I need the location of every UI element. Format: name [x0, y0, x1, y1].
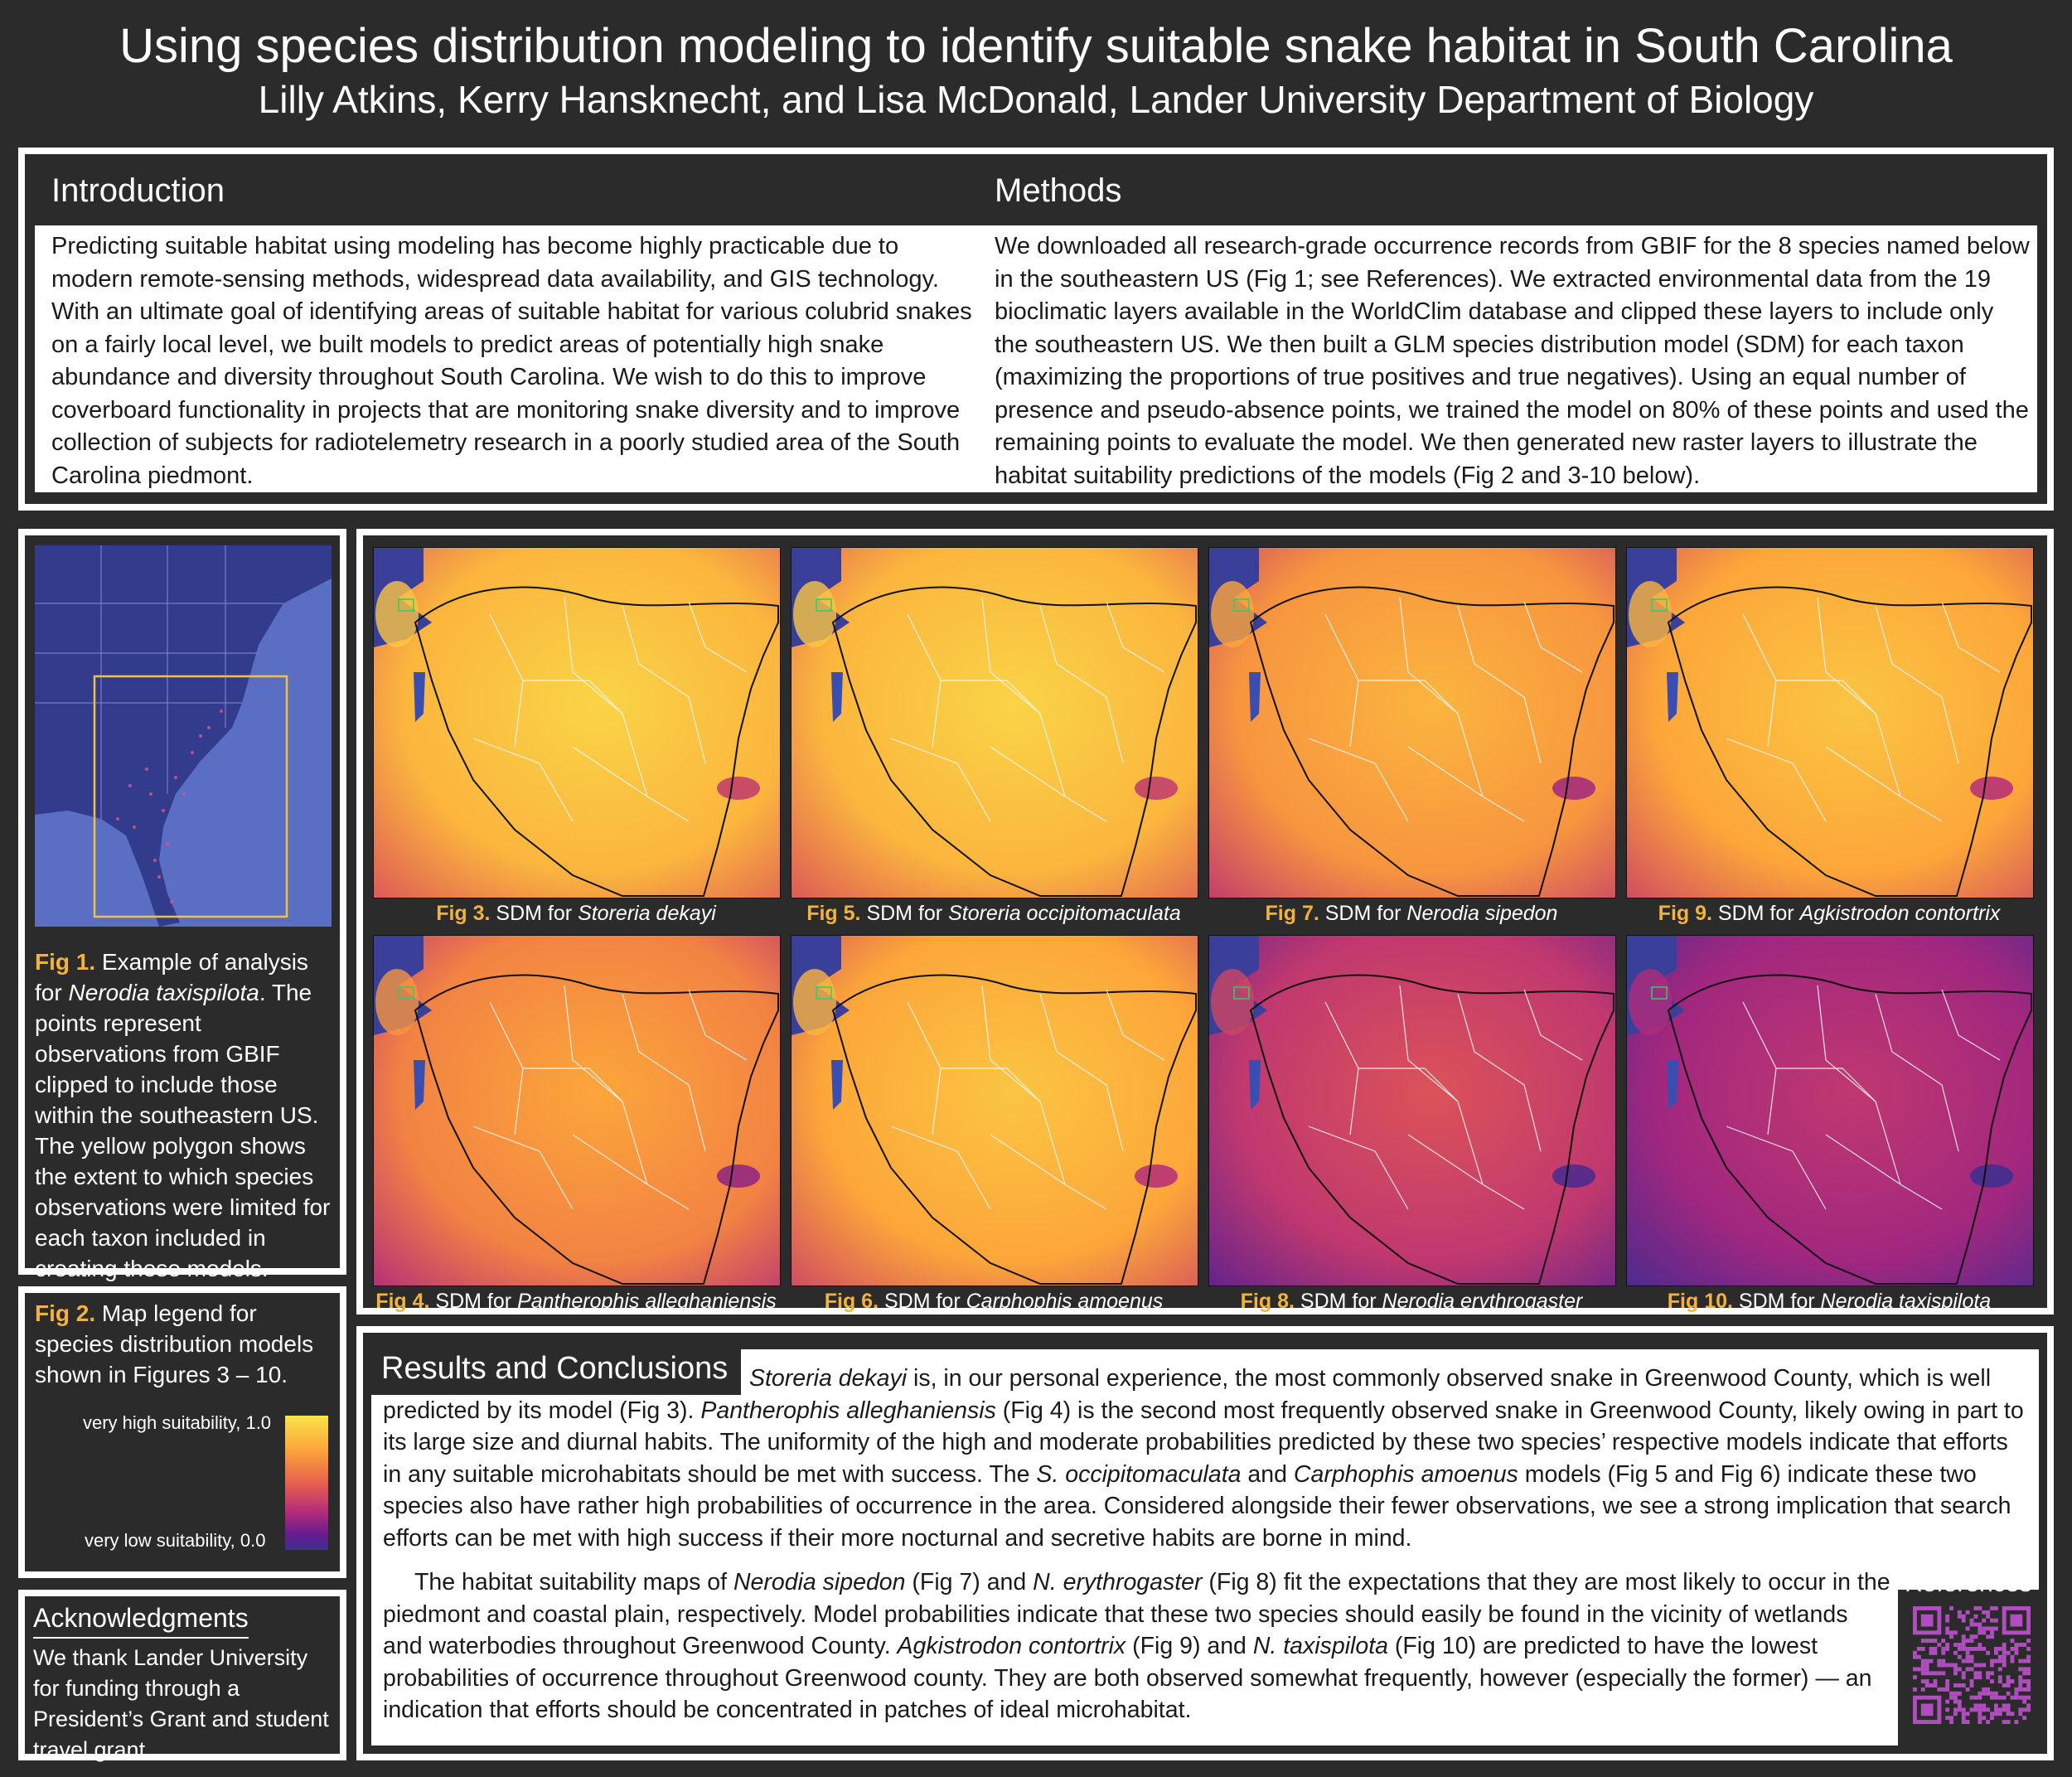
- map-caption-prefix: SDM for: [1711, 902, 1800, 925]
- fig1-map: [35, 545, 332, 927]
- maps-panel: Fig 3. SDM for Storeria dekayi Fig 5. SDM…: [356, 529, 2054, 1315]
- map-species-name: Agkistrodon contortrix: [1799, 902, 2001, 925]
- sdm-map-caption: Fig 10. SDM for Nerodia taxispilota: [1626, 1290, 2032, 1314]
- fig1-text-a: Example of analysis for: [35, 949, 308, 1005]
- map-caption-prefix: SDM for: [1319, 902, 1407, 925]
- fig1-caption: Fig 1. Example of analysis for Nerodia t…: [35, 947, 333, 1284]
- results-text-run: (Fig 8) fit the expectations that they a…: [383, 1569, 1890, 1659]
- fig2-label: Fig 2.: [35, 1300, 96, 1326]
- sdm-map: [1208, 547, 1616, 898]
- references-heading: References: [1905, 1570, 2032, 1597]
- map-fig-label: Fig 8.: [1240, 1290, 1295, 1313]
- map-fig-label: Fig 7.: [1265, 902, 1319, 925]
- results-white-lower: [371, 1590, 1898, 1746]
- map-caption-prefix: SDM for: [879, 1290, 966, 1313]
- map-fig-label: Fig 10.: [1667, 1290, 1733, 1313]
- sdm-map-caption: Fig 3. SDM for Storeria dekayi: [373, 902, 779, 926]
- sdm-map: [1626, 547, 2034, 898]
- results-text-run: models (Fig 5 and Fig 6) indicate these …: [383, 1460, 2011, 1552]
- sdm-map: [1626, 935, 2034, 1286]
- map-species-name: Pantherophis alleghaniensis: [517, 1290, 777, 1313]
- poster-title: Using species distribution modeling to i…: [119, 19, 1953, 73]
- map-species-name: Nerodia taxispilota: [1820, 1290, 1992, 1313]
- fig1-label: Fig 1.: [35, 949, 96, 975]
- results-text-run: Pantherophis alleghaniensis: [700, 1397, 996, 1424]
- map-caption-prefix: SDM for: [429, 1290, 518, 1313]
- legend-low-label: very low suitability, 0.0: [85, 1530, 266, 1551]
- acknowledgments-text: We thank Lander University for funding t…: [33, 1645, 329, 1762]
- sdm-map-caption: Fig 5. SDM for Storeria occipitomaculata: [791, 902, 1197, 926]
- sdm-map-caption: Fig 4. SDM for Pantherophis alleghaniens…: [373, 1290, 779, 1314]
- references-qr-code[interactable]: [1913, 1606, 2031, 1724]
- map-fig-label: Fig 9.: [1658, 902, 1712, 925]
- map-caption-prefix: SDM for: [490, 902, 579, 925]
- sdm-map-caption: Fig 7. SDM for Nerodia sipedon: [1208, 902, 1615, 926]
- sdm-map: [791, 935, 1198, 1286]
- results-text-run: (Fig 4) is the second most frequently ob…: [383, 1397, 2024, 1488]
- results-text-run: Carphophis amoenus: [1293, 1460, 1518, 1488]
- fig1-species: Nerodia taxispilota: [68, 980, 259, 1005]
- map-caption-prefix: SDM for: [1294, 1290, 1382, 1313]
- results-paragraph-2: The habitat suitability maps of Nerodia …: [383, 1566, 1891, 1726]
- map-fig-label: Fig 6.: [824, 1290, 879, 1313]
- intro-methods-white: [35, 225, 2037, 492]
- methods-text: We downloaded all research-grade occurre…: [995, 233, 2030, 489]
- results-paragraph-1: Storeria dekayi is, in our personal expe…: [383, 1363, 2032, 1554]
- poster-authors: Lilly Atkins, Kerry Hansknecht, and Lisa…: [258, 78, 1814, 121]
- map-fig-label: Fig 3.: [436, 902, 491, 925]
- map-fig-label: Fig 5.: [806, 902, 861, 925]
- fig1-panel: Fig 1. Example of analysis for Nerodia t…: [18, 529, 346, 1281]
- results-text-run: (Fig 9) and: [1126, 1633, 1253, 1659]
- results-text-run: (Fig 7) and: [905, 1569, 1034, 1595]
- results-text-run: S. occipitomaculata: [1036, 1460, 1242, 1488]
- results-heading: Results and Conclusions: [366, 1344, 742, 1395]
- map-species-name: Storeria dekayi: [578, 902, 716, 925]
- fig2-caption: Fig 2. Map legend for species distributi…: [35, 1298, 333, 1390]
- map-fig-label: Fig 4.: [375, 1290, 430, 1313]
- results-text-run: and: [1241, 1460, 1294, 1488]
- sdm-map: [791, 547, 1198, 898]
- sdm-map: [1208, 935, 1616, 1286]
- legend-color-bar: [285, 1416, 328, 1550]
- sdm-map: [373, 547, 781, 898]
- map-species-name: Nerodia erythrogaster: [1382, 1290, 1583, 1313]
- results-panel: Results and Conclusions Storeria dekayi …: [356, 1326, 2054, 1760]
- map-species-name: Nerodia sipedon: [1406, 902, 1558, 925]
- results-text-run: is, in our personal experience, the most…: [383, 1365, 1992, 1424]
- sdm-map-caption: Fig 8. SDM for Nerodia erythrogaster: [1208, 1290, 1615, 1314]
- acknowledgments-heading: Acknowledgments: [33, 1603, 249, 1639]
- results-text-run: N. erythrogaster: [1033, 1569, 1203, 1595]
- results-text-run: (Fig 10) are predicted to have the lowes…: [383, 1633, 1872, 1723]
- results-text-run: The habitat suitability maps of: [414, 1569, 733, 1595]
- introduction-text: Predicting suitable habitat using modeli…: [51, 233, 972, 489]
- map-species-name: Storeria occipitomaculata: [948, 902, 1181, 925]
- fig2-legend-panel: Fig 2. Map legend for species distributi…: [18, 1286, 346, 1578]
- map-caption-prefix: SDM for: [1732, 1290, 1821, 1313]
- acknowledgments-panel: Acknowledgments We thank Lander Universi…: [18, 1590, 346, 1762]
- results-text-run: N. taxispilota: [1252, 1633, 1388, 1659]
- methods-heading: Methods: [995, 172, 1122, 209]
- sdm-map-caption: Fig 9. SDM for Agkistrodon contortrix: [1626, 902, 2032, 926]
- introduction-heading: Introduction: [51, 172, 225, 209]
- results-text-run: Storeria dekayi: [749, 1365, 908, 1392]
- map-species-name: Carphophis amoenus: [966, 1290, 1164, 1313]
- sdm-map-caption: Fig 6. SDM for Carphophis amoenus: [791, 1290, 1197, 1314]
- results-text-run: Agkistrodon contortrix: [897, 1633, 1126, 1659]
- intro-methods-frame: Introduction Methods Predicting suitable…: [18, 148, 2054, 511]
- map-caption-prefix: SDM for: [860, 902, 949, 925]
- results-text-run: Nerodia sipedon: [733, 1569, 906, 1595]
- fig2-text: Map legend for species distribution mode…: [35, 1300, 314, 1387]
- legend-high-label: very high suitability, 1.0: [83, 1412, 272, 1433]
- fig1-text-b: . The points represent observations from…: [35, 980, 331, 1281]
- sdm-map: [373, 935, 781, 1286]
